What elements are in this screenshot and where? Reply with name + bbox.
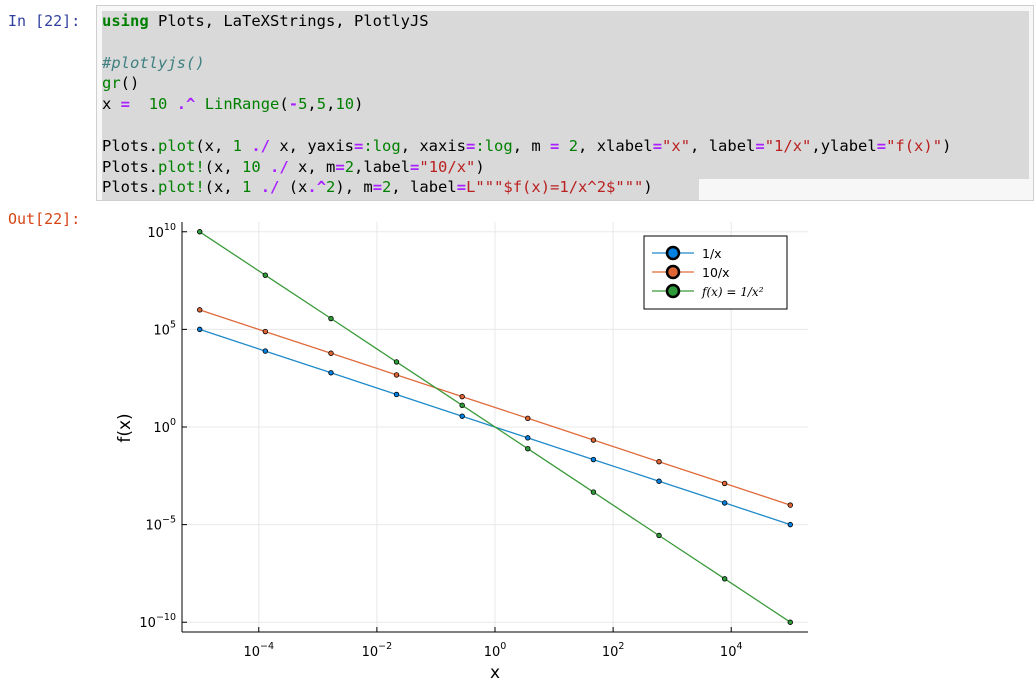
data-point	[262, 348, 269, 354]
x-axis-label: x	[490, 663, 500, 683]
code-line: x = 10 .^ LinRange(-5,5,10)	[102, 95, 364, 114]
plot-legend: 1/x 10/x f(x) = 1/x²	[643, 235, 788, 310]
data-point	[393, 391, 400, 398]
y-tick-label: 105	[153, 319, 176, 338]
legend-marker	[665, 264, 681, 280]
data-point	[262, 272, 269, 278]
series-line-3	[199, 231, 791, 623]
selection-highlight	[102, 53, 1029, 74]
data-point	[656, 458, 662, 465]
data-point	[787, 619, 793, 625]
selection-highlight	[102, 179, 699, 200]
legend-entry: 10/x	[702, 265, 730, 280]
data-point	[328, 350, 334, 356]
selection-highlight	[102, 11, 1029, 32]
code-line: Plots.plot!(x, 10 ./ x, m=2,label="10/x"…	[102, 157, 485, 176]
selection-highlight	[102, 137, 1029, 158]
y-axis-label: f(x)	[115, 413, 135, 442]
x-tick-label: 100	[484, 641, 507, 660]
tick-labels: 10−4 10−2 100 102 104 1010 105 100 10−5 10−10	[139, 222, 742, 660]
data-point	[787, 521, 793, 528]
legend-entry: 1/x	[702, 246, 722, 261]
selection-highlight	[102, 158, 1029, 179]
data-point	[328, 315, 334, 322]
plot-axes	[181, 222, 808, 633]
data-point	[590, 437, 597, 443]
legend-marker	[665, 283, 681, 299]
selection-highlight	[102, 95, 1029, 116]
data-point	[721, 576, 728, 582]
y-tick-label: 10−10	[139, 612, 176, 631]
code-line	[102, 115, 951, 136]
y-tick-label: 1010	[147, 222, 176, 241]
input-prompt: In [22]:	[8, 12, 81, 30]
x-tick-label: 102	[602, 641, 625, 660]
data-point	[459, 402, 465, 409]
x-tick-label: 10−4	[243, 641, 274, 660]
data-point	[393, 359, 400, 365]
data-point	[525, 415, 531, 422]
legend-marker	[665, 245, 681, 261]
y-tick-label: 100	[153, 417, 176, 436]
data-point	[590, 489, 597, 495]
code-cell-input[interactable]: using Plots, LaTeXStrings, PlotlyJS #plo…	[96, 5, 1034, 201]
data-point	[459, 393, 465, 400]
y-tick-label: 10−5	[145, 515, 176, 534]
data-point	[262, 328, 269, 335]
legend-entry: f(x) = 1/x²	[701, 285, 764, 299]
data-point	[393, 372, 400, 378]
data-point	[459, 413, 465, 419]
output-prompt: Out[22]:	[8, 210, 81, 228]
data-point	[197, 229, 203, 235]
data-point	[525, 435, 531, 441]
code-line: gr()	[102, 74, 140, 93]
x-tick-label: 10−2	[362, 641, 393, 660]
code-line: Plots.plot(x, 1 ./ x, yaxis=:log, xaxis=…	[102, 136, 952, 155]
log-log-plot: 10−4 10−2 100 102 104 1010 105 100 10−5 10−10 x f…	[115, 222, 808, 683]
data-point	[328, 370, 334, 376]
code-editor[interactable]: using Plots, LaTeXStrings, PlotlyJS #plo…	[102, 11, 951, 198]
data-point	[721, 480, 728, 487]
selection-highlight	[102, 74, 1029, 95]
data-point	[197, 326, 203, 333]
x-tick-label: 104	[720, 641, 743, 660]
data-point	[525, 445, 531, 452]
code-line: #plotlyjs()	[102, 53, 205, 72]
code-line: Plots.plot!(x, 1 ./ (x.^2), m=2, label=L…	[102, 178, 653, 197]
data-point	[787, 502, 793, 508]
code-line	[102, 32, 951, 53]
data-point	[656, 532, 662, 539]
data-point	[197, 307, 203, 313]
selection-highlight	[102, 116, 1029, 137]
data-point	[590, 456, 597, 463]
selection-highlight	[102, 32, 1029, 53]
plot-series	[197, 229, 793, 625]
data-point	[721, 500, 728, 506]
series-line-2	[199, 309, 791, 506]
data-point	[656, 478, 662, 484]
code-line: using Plots, LaTeXStrings, PlotlyJS	[102, 12, 429, 30]
